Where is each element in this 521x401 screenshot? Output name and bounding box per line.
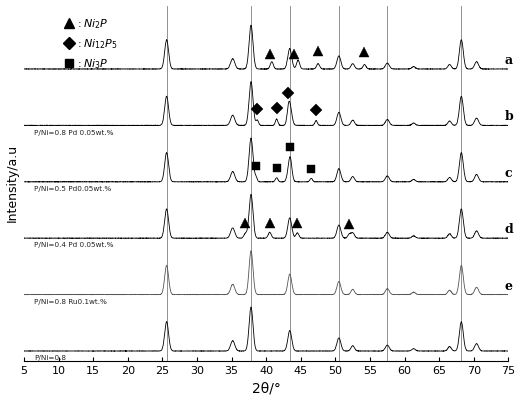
Text: P/Ni=0.4 Pd 0.05wt.%: P/Ni=0.4 Pd 0.05wt.% (34, 242, 114, 248)
Text: P/Ni=0.8 Ru0.1wt.%: P/Ni=0.8 Ru0.1wt.% (34, 299, 107, 305)
Text: e: e (505, 279, 513, 292)
Text: c: c (505, 167, 513, 180)
Text: a: a (505, 54, 513, 67)
Y-axis label: Intensity/a.u: Intensity/a.u (6, 144, 19, 222)
Text: P/Ni=0.5 Pd0.05wt.%: P/Ni=0.5 Pd0.05wt.% (34, 186, 111, 192)
X-axis label: 2θ/°: 2θ/° (252, 381, 281, 395)
Legend: $:Ni_2P$, $:Ni_{12}P_5$, $:Ni_3P$: $:Ni_2P$, $:Ni_{12}P_5$, $:Ni_3P$ (64, 15, 119, 73)
Text: d: d (505, 223, 514, 236)
Text: b: b (505, 110, 514, 124)
Text: P/Ni=0.8 Pd 0.05wt.%: P/Ni=0.8 Pd 0.05wt.% (34, 130, 114, 136)
Text: P/Ni=0.8: P/Ni=0.8 (34, 355, 67, 361)
